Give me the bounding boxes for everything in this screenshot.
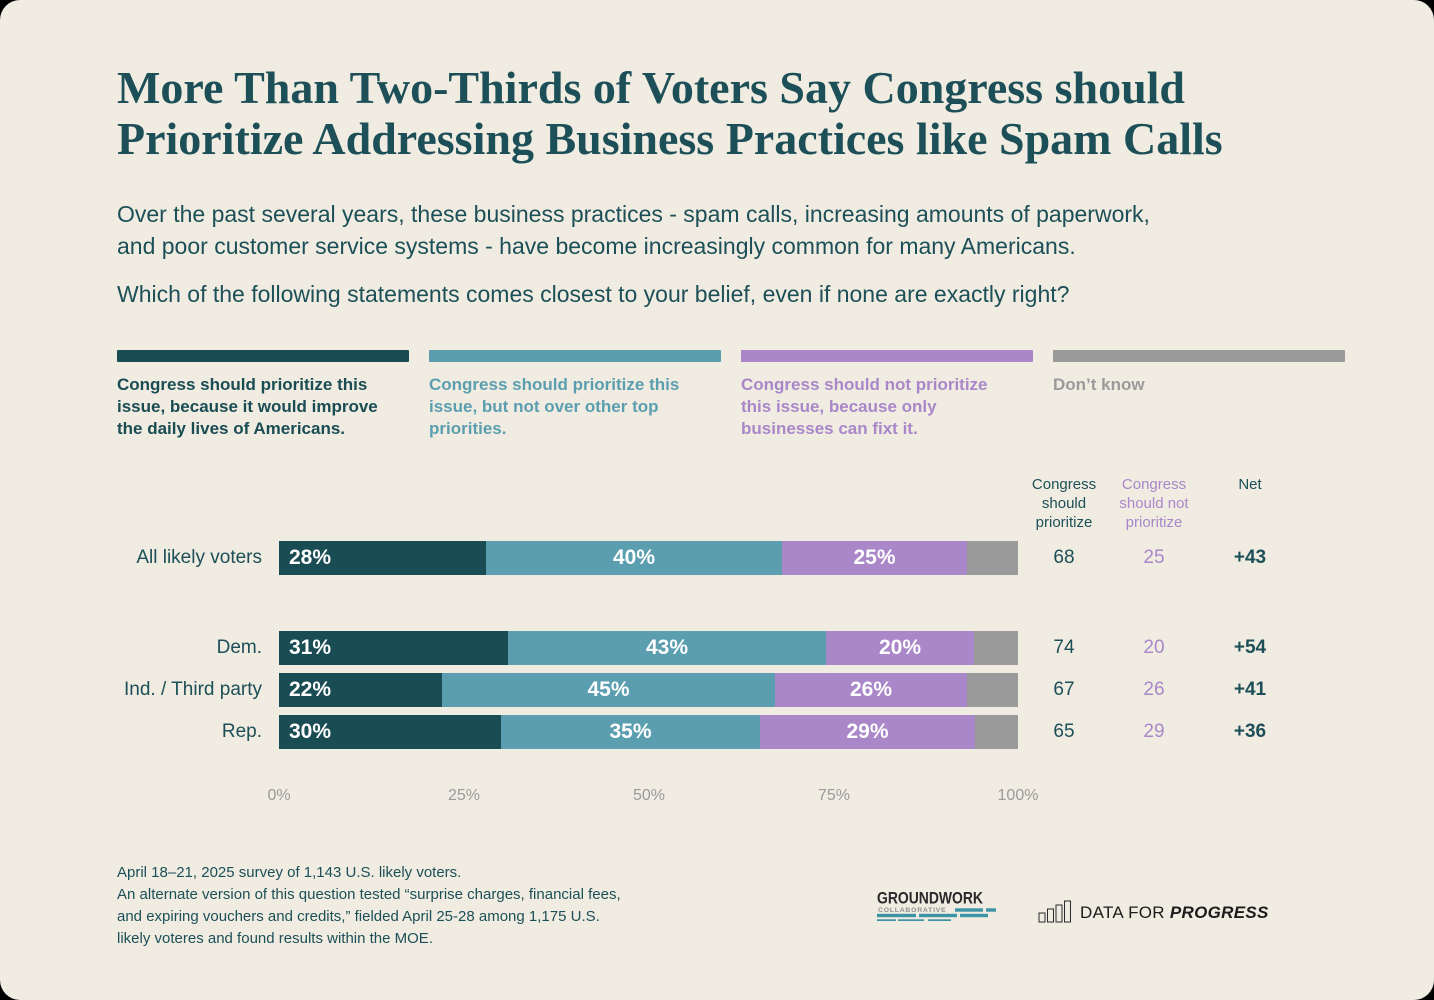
svg-text:GROUNDWORK: GROUNDWORK <box>877 889 984 908</box>
svg-text:DATA FOR PROGRESS: DATA FOR PROGRESS <box>1080 903 1269 922</box>
svg-text:COLLABORATIVE: COLLABORATIVE <box>878 907 946 914</box>
